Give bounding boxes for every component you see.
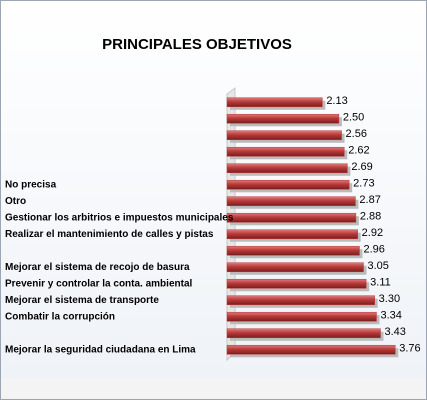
value-label: 2.87 — [359, 194, 380, 206]
bar — [226, 113, 340, 124]
value-label: 2.92 — [362, 227, 383, 239]
category-label: Prevenir y controlar la conta. ambiental — [5, 278, 193, 289]
bar — [226, 344, 396, 355]
bar — [226, 229, 358, 240]
category-label: No precisa — [5, 179, 57, 190]
value-label: 3.34 — [380, 310, 401, 322]
value-label: 3.05 — [367, 260, 388, 272]
bar — [226, 262, 364, 273]
bottom-strip — [1, 378, 426, 399]
value-label: 2.88 — [360, 211, 381, 223]
chart-title: PRINCIPALES OBJETIVOS — [102, 36, 292, 53]
category-label: Gestionar los arbitrios e impuestos muni… — [5, 212, 234, 223]
bar — [226, 97, 323, 108]
value-label: 3.30 — [379, 293, 400, 305]
bar — [226, 245, 360, 256]
value-label: 2.56 — [346, 128, 367, 140]
category-label: Mejorar la seguridad ciudadana en Lima — [5, 344, 196, 355]
bar — [226, 212, 357, 223]
bar — [226, 130, 342, 141]
category-label: Mejorar el sistema de recojo de basura — [5, 262, 190, 273]
bar — [226, 295, 375, 306]
category-label: Combatir la corrupción — [5, 311, 115, 322]
value-label: 2.62 — [348, 145, 369, 157]
value-label: 2.69 — [351, 161, 372, 173]
bar — [226, 196, 356, 207]
value-label: 2.13 — [326, 95, 347, 107]
bar — [226, 278, 367, 289]
category-label: Otro — [5, 196, 26, 207]
bar — [226, 163, 348, 174]
category-label: Realizar el mantenimiento de calles y pi… — [5, 229, 214, 240]
value-label: 2.96 — [363, 244, 384, 256]
value-label: 2.50 — [343, 112, 364, 124]
category-label: Mejorar el sistema de transporte — [5, 295, 159, 306]
bar — [226, 311, 377, 322]
bar — [226, 146, 345, 157]
value-label: 3.11 — [370, 277, 391, 289]
bar — [226, 179, 350, 190]
value-label: 3.76 — [399, 343, 420, 355]
value-label: 2.73 — [353, 178, 374, 190]
value-label: 3.43 — [384, 326, 405, 338]
bar — [226, 328, 381, 339]
